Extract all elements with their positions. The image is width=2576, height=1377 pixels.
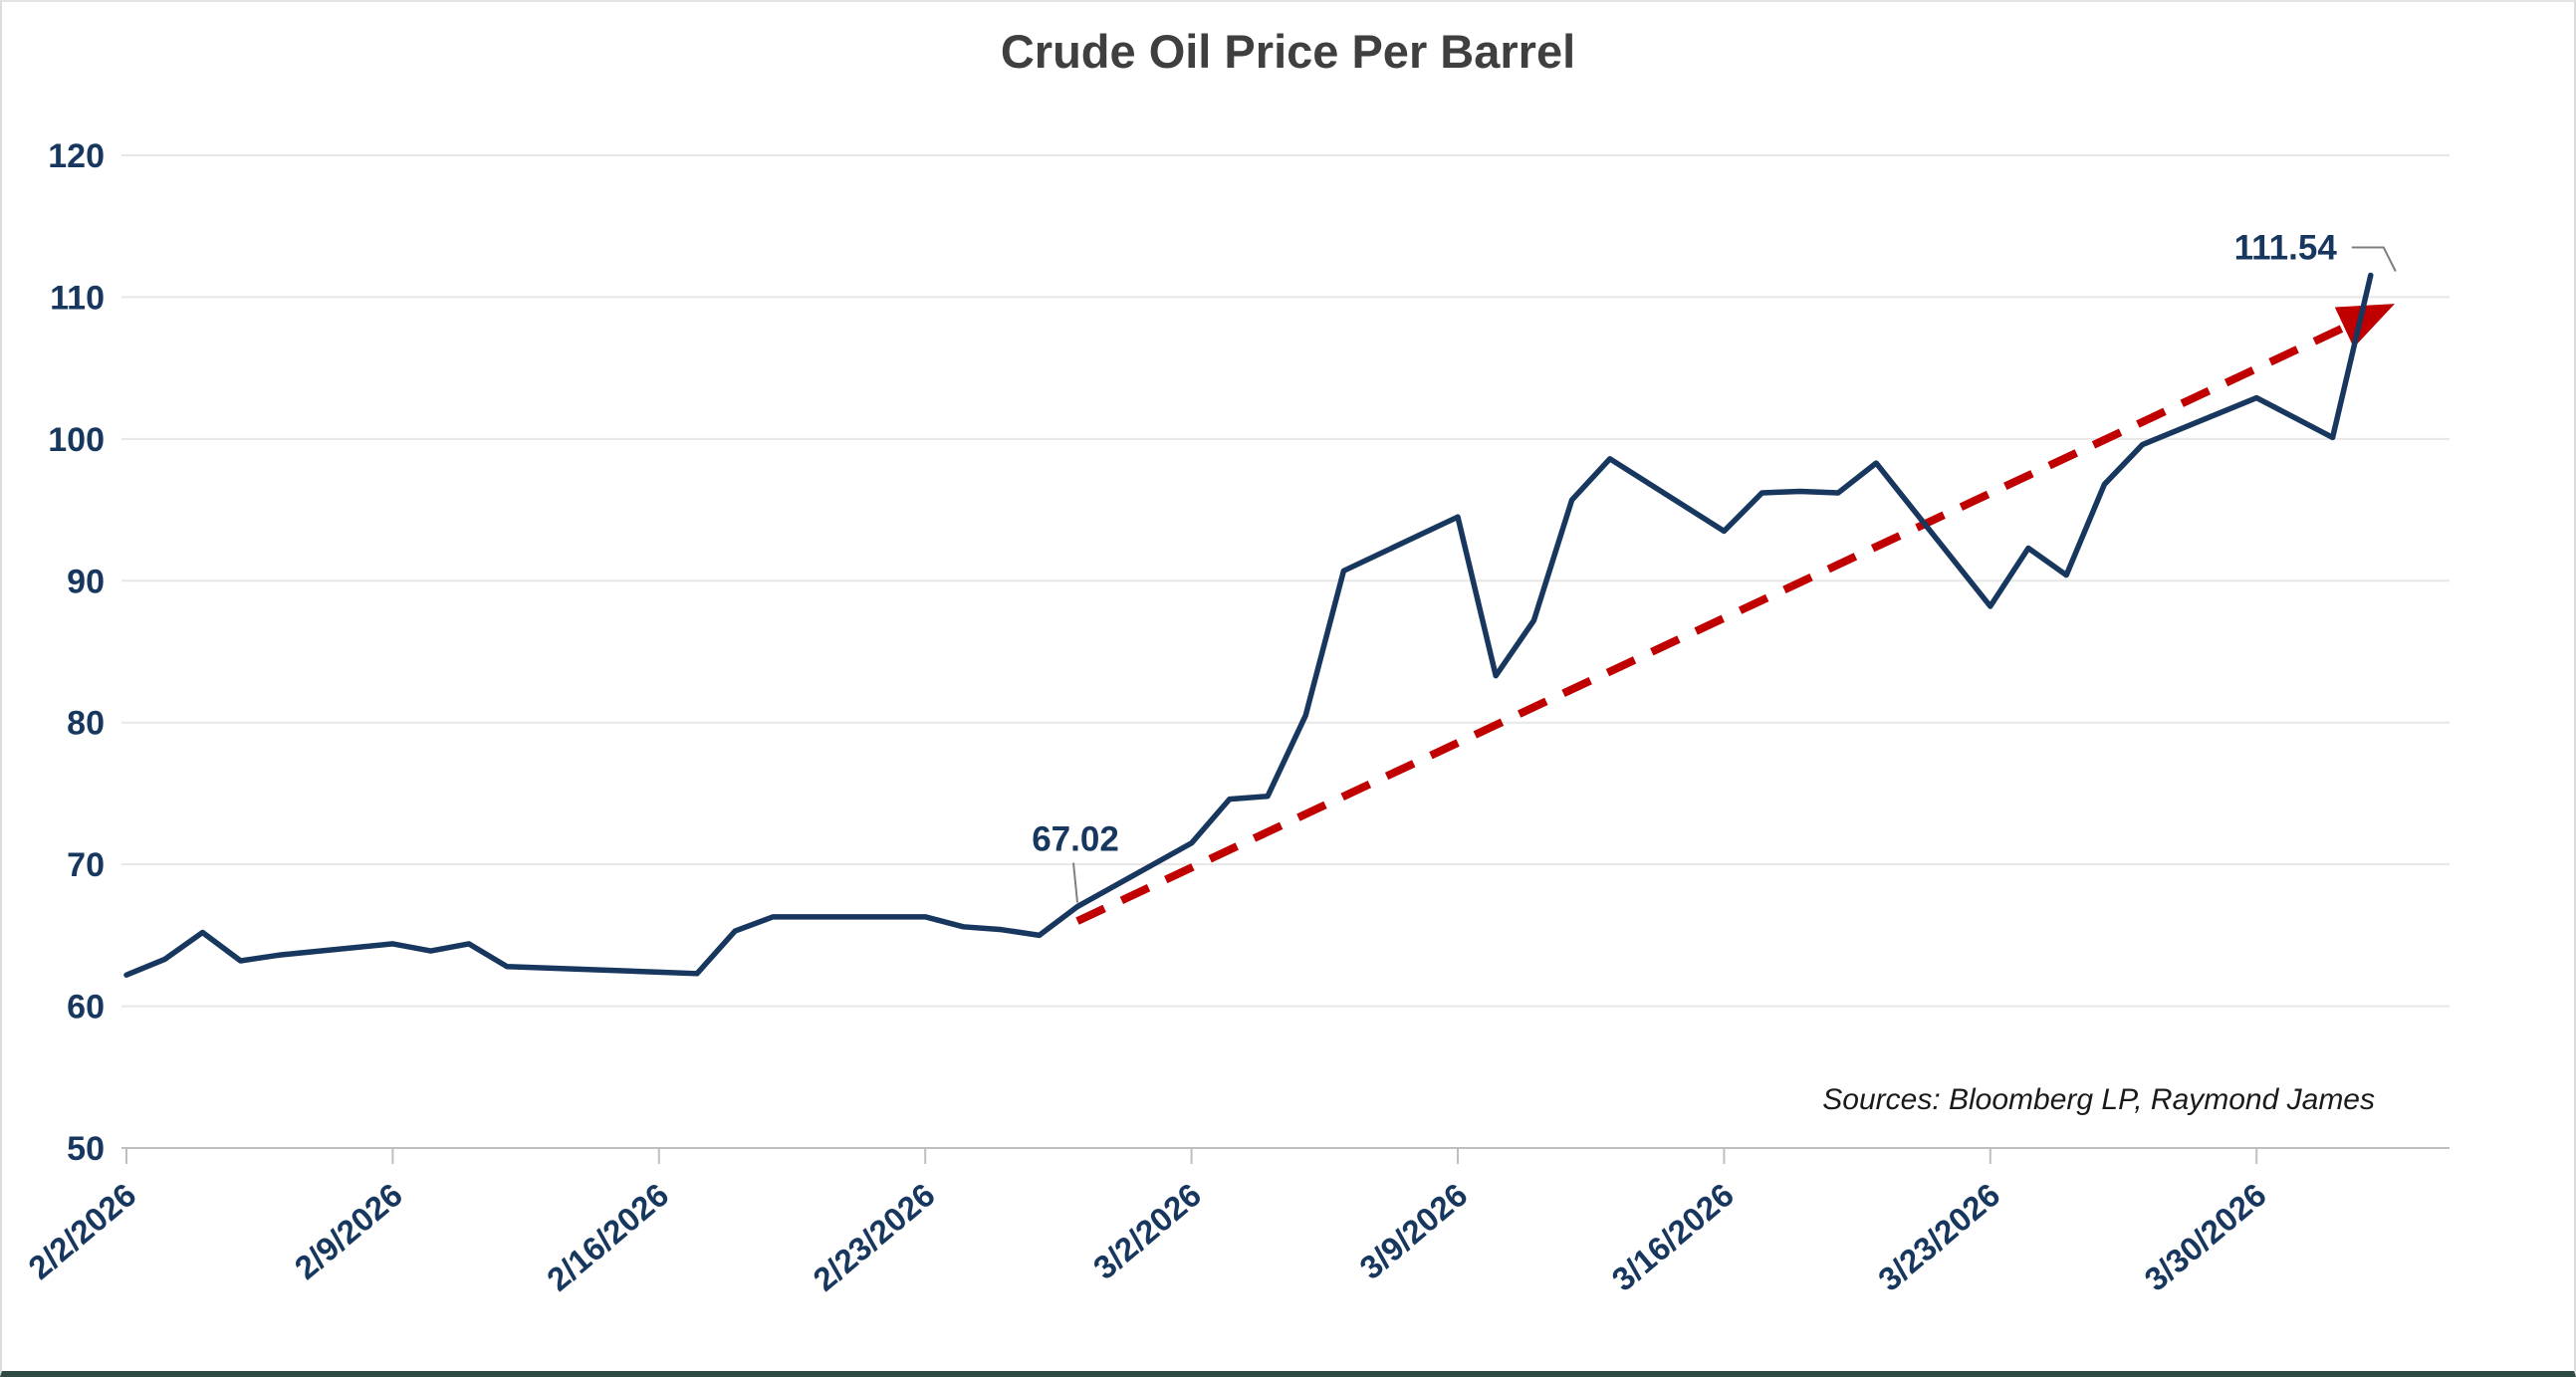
y-axis-tick-label: 110: [50, 279, 105, 317]
y-axis-tick-label: 70: [67, 846, 105, 884]
x-axis-tick-label: 3/23/2026: [1871, 1176, 2006, 1298]
y-axis-tick-label: 90: [67, 563, 105, 600]
price-line-series: [123, 272, 2374, 978]
chart-title: Crude Oil Price Per Barrel: [1000, 25, 1576, 78]
x-axis-tick-label: 2/9/2026: [288, 1176, 409, 1286]
trend-arrow: [1075, 304, 2395, 925]
y-axis-tick-label: 60: [67, 989, 105, 1027]
x-axis-tick-label: 2/2/2026: [21, 1176, 142, 1286]
x-axis-tick-label: 3/16/2026: [1605, 1176, 1741, 1298]
y-axis-tick-label: 50: [67, 1130, 105, 1168]
annotation-leader-line: [1072, 862, 1078, 903]
annotation-label-low: 67.02: [1032, 820, 1119, 859]
x-axis-tick-label: 3/30/2026: [2137, 1176, 2272, 1298]
x-axis-tick-label: 3/9/2026: [1352, 1176, 1474, 1286]
annotation-label-high: 111.54: [2234, 228, 2338, 267]
annotation-leader-line: [2351, 246, 2397, 272]
y-axis-tick-label: 120: [48, 137, 105, 175]
y-axis-tick-label: 100: [48, 421, 105, 459]
x-axis-tick-label: 2/16/2026: [540, 1176, 675, 1298]
x-axis-tick-label: 3/2/2026: [1086, 1176, 1208, 1286]
y-axis-tick-label: 80: [67, 705, 105, 743]
sources-note: Sources: Bloomberg LP, Raymond James: [1822, 1083, 2375, 1116]
x-axis-tick-label: 2/23/2026: [806, 1176, 941, 1298]
